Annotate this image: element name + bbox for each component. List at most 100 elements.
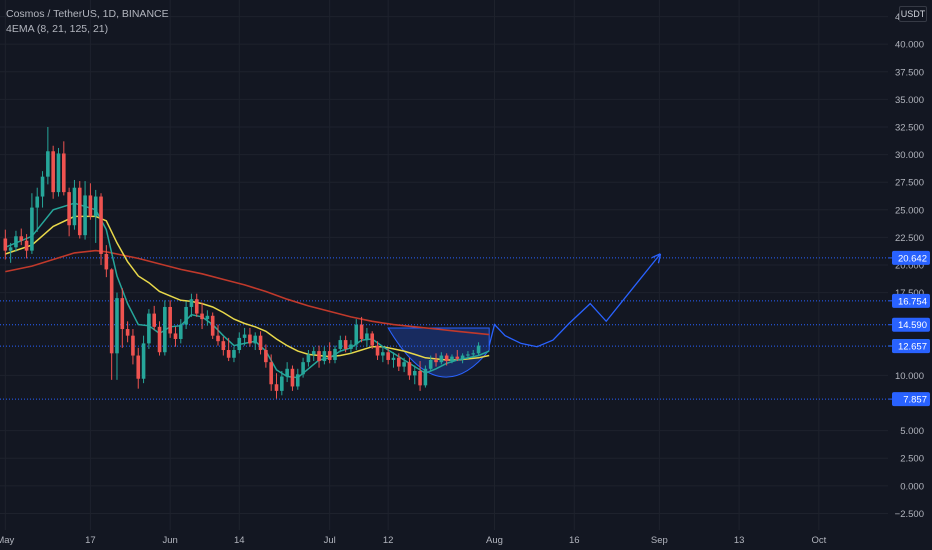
candle-body (460, 355, 465, 359)
candle-body (423, 368, 428, 386)
candle-body (386, 352, 390, 360)
candle-body (370, 333, 375, 346)
candle-body (226, 350, 231, 358)
candle-body (253, 335, 258, 344)
candle-body (418, 371, 422, 386)
candle-body (327, 351, 332, 360)
candle-body (349, 344, 353, 349)
candle-body (237, 337, 242, 351)
x-tick-label: 12 (383, 535, 394, 546)
candle-body (375, 345, 380, 356)
candle-body (200, 313, 204, 320)
y-tick-label: 35.000 (895, 95, 924, 106)
candle-body (285, 368, 289, 377)
x-tick-label: Jun (162, 535, 177, 546)
candle-body (471, 353, 476, 355)
candle-body (232, 350, 236, 358)
price-level-tag-text: 20.642 (898, 253, 927, 264)
candle-body (14, 236, 18, 248)
candle-body (67, 192, 71, 226)
price-level-tag-text: 12.657 (898, 342, 927, 353)
candle-body (343, 340, 348, 349)
price-level-tag-text: 14.590 (898, 320, 927, 331)
candle-body (83, 195, 87, 236)
candle-body (455, 356, 460, 359)
candle-body (19, 236, 24, 241)
candle-body (189, 299, 194, 307)
candle-body (93, 196, 98, 217)
y-tick-label: 37.500 (895, 67, 924, 78)
candle-body (269, 362, 273, 385)
candle-body (194, 299, 199, 314)
candle-body (30, 207, 34, 251)
y-tick-label: 30.000 (895, 150, 924, 161)
time-axis (0, 530, 888, 550)
y-tick-label: 27.500 (895, 178, 924, 189)
candle-body (359, 324, 364, 339)
candle-body (317, 351, 321, 362)
cup-pattern-shape (387, 327, 490, 378)
candle-body (428, 359, 433, 369)
candle-body (157, 326, 162, 353)
price-level-tag: 20.642 (888, 250, 930, 265)
candle-body (24, 240, 29, 251)
candle-body (381, 352, 385, 356)
price-level-tag: 14.590 (888, 317, 930, 332)
candle-body (51, 151, 55, 193)
chart-legend: Cosmos / TetherUS, 1D, BINANCE 4EMA (8, … (6, 7, 169, 37)
candle-body (88, 195, 93, 217)
candle-body (8, 247, 13, 251)
price-level-tag: 16.754 (888, 293, 930, 308)
candle-body (136, 355, 141, 379)
candle-body (280, 376, 284, 391)
x-tick-label: 13 (734, 535, 745, 546)
candle-body (147, 313, 151, 344)
candle-body (152, 313, 157, 327)
y-tick-label: −2.500 (895, 509, 924, 520)
candle-body (205, 315, 210, 320)
indicator-title: 4EMA (8, 21, 125, 21) (6, 23, 109, 35)
price-level-tag: 7.857 (888, 392, 930, 407)
candle-body (104, 253, 109, 270)
candle-body (258, 335, 263, 351)
candle-body (221, 341, 226, 351)
candle-body (178, 324, 183, 339)
candle-body (242, 334, 247, 338)
x-tick-label: May (0, 535, 15, 546)
candle-body (333, 348, 337, 360)
price-level-tag-bg (892, 317, 930, 332)
candle-body (290, 368, 295, 387)
y-tick-label: 40.000 (895, 40, 924, 51)
candle-body (476, 345, 481, 354)
candle-body (338, 340, 343, 349)
y-tick-label: 2.500 (900, 454, 924, 465)
candle-body (131, 335, 135, 356)
ema-mid-line (5, 215, 490, 361)
x-tick-label: Sep (651, 535, 668, 546)
candle-body (109, 269, 114, 354)
price-level-tag-text: 16.754 (898, 296, 927, 307)
candle-body (115, 298, 119, 354)
candle-body (35, 196, 40, 208)
candle-body (248, 334, 252, 344)
y-tick-label: 22.500 (895, 233, 924, 244)
candle-body (444, 355, 449, 362)
candle-body (46, 151, 50, 177)
candle-body (184, 306, 188, 325)
price-level-tag-bg (892, 293, 930, 308)
x-tick-label: 16 (569, 535, 580, 546)
candle-body (397, 357, 401, 367)
projection-arrow-path (488, 255, 659, 348)
candle-body (62, 153, 66, 193)
candle-body (3, 238, 8, 251)
candle-body (56, 153, 61, 193)
price-axis (888, 0, 932, 550)
candle-body (450, 356, 454, 362)
grid-lines (0, 0, 888, 530)
currency-label[interactable]: USDT (899, 6, 927, 22)
price-level-tag-bg (892, 339, 930, 354)
candle-body (141, 343, 146, 379)
candle-body (72, 187, 77, 226)
